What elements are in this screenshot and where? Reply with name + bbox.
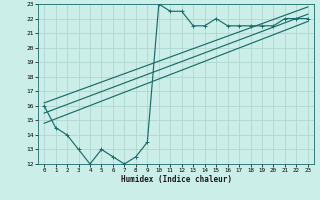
- X-axis label: Humidex (Indice chaleur): Humidex (Indice chaleur): [121, 175, 231, 184]
